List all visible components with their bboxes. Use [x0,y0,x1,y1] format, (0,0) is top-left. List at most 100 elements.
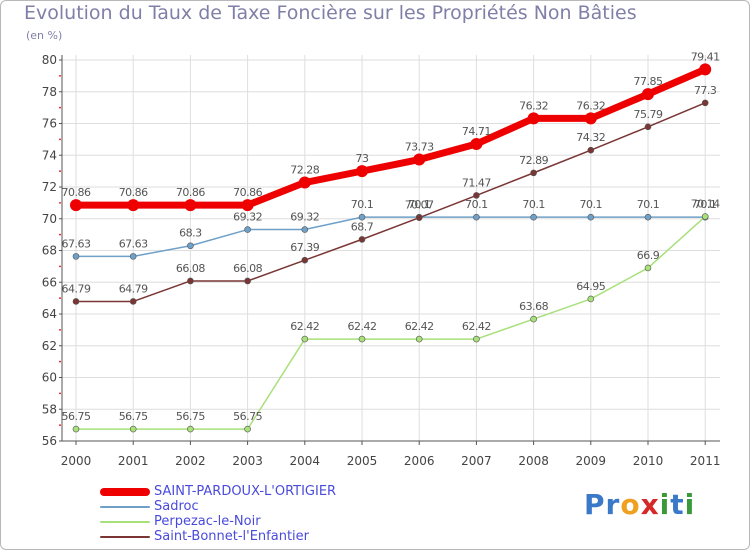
tick-label-y: 76 [42,117,57,131]
data-label: 74.71 [462,125,491,138]
chart-title: Evolution du Taux de Taxe Foncière sur l… [24,2,637,24]
logo-letter: x [640,488,660,521]
data-point [356,165,368,178]
data-point [72,425,80,433]
series-line [72,65,709,209]
logo-letter: r [605,488,621,521]
series-line [75,215,706,430]
y-axis-unit-label: (en %) [26,29,63,42]
minor-tick-y [59,138,61,141]
legend-entry: Perpezac-le-Noir [100,514,336,529]
legend-label: SAINT-PARDOUX-L'ORTIGIER [154,484,337,499]
data-label: 62.42 [348,320,377,333]
data-label: 74.32 [576,131,605,144]
data-label: 69.32 [233,211,262,224]
legend-label: Perpezac-le-Noir [154,514,261,529]
data-label: 63.68 [519,300,548,313]
data-point [129,298,137,305]
data-point [587,146,595,154]
data-label: 64.95 [576,280,605,293]
minor-tick-y [59,297,61,300]
series-line [75,216,706,258]
data-label: 70.1 [351,198,374,211]
data-label: 62.42 [405,320,434,333]
data-point [473,335,480,343]
data-point [129,253,137,260]
tick-label-x: 2000 [61,454,92,468]
minor-tick-y [59,424,61,427]
data-point [701,213,709,220]
data-label: 62.42 [290,320,319,333]
data-label: 70.1 [408,198,431,211]
tick-label-x: 2005 [347,454,378,468]
tick-label-x: 2010 [633,454,664,468]
logo-letter: i [659,488,671,521]
data-label: 70.86 [119,186,148,199]
tick-label-y: 62 [42,339,57,353]
legend-entry: Sadroc [100,499,336,514]
data-point [298,176,311,189]
tick-label-x: 2001 [118,454,149,468]
data-label: 70.14 [691,198,720,211]
proxiti-logo: Proxiti [584,488,695,521]
series-line [75,102,706,303]
data-point [72,253,80,260]
data-label: 64.79 [62,282,91,295]
minor-tick-y [59,360,61,363]
data-label: 70.86 [176,186,205,199]
data-label: 67.39 [290,241,319,254]
data-label: 68.3 [179,227,202,240]
data-label: 72.28 [290,164,319,177]
data-label: 70.1 [522,198,545,211]
tick-label-y: 80 [42,53,57,67]
minor-tick-y [59,392,61,395]
data-point [187,242,194,250]
data-point [301,335,309,343]
logo-letter: o [620,488,641,521]
data-label: 70.86 [233,186,262,199]
data-label: 56.75 [119,410,148,423]
data-label: 70.07 [405,199,434,212]
data-label: 77.85 [634,75,663,88]
data-point [584,112,597,125]
data-label: 73.73 [405,141,434,154]
data-point [70,199,82,212]
data-point [413,153,426,166]
data-label: 62.42 [462,320,491,333]
data-label: 70.1 [694,198,717,211]
data-point [470,137,483,150]
data-point [187,425,194,433]
legend-label: Saint-Bonnet-l'Enfantier [154,529,310,544]
legend-swatch [100,520,150,523]
minor-tick-y [59,265,61,268]
legend-entry: SAINT-PARDOUX-L'ORTIGIER [100,484,336,499]
data-label: 67.63 [62,237,91,250]
tick-label-y: 60 [42,371,57,385]
data-point [415,335,423,343]
data-point [642,88,654,101]
data-label: 76.32 [519,99,548,112]
data-point [644,264,652,272]
tick-label-x: 2002 [175,454,206,468]
tick-label-x: 2011 [690,454,721,468]
data-point [530,169,537,177]
chart-legend: SAINT-PARDOUX-L'ORTIGIER Sadroc Perpezac-l… [100,484,336,544]
minor-tick-y [59,233,61,236]
data-point [530,315,537,323]
minor-tick-y [59,74,61,77]
data-label: 76.32 [576,99,605,112]
data-label: 70.1 [580,198,603,211]
data-point [644,213,652,221]
legend-swatch [100,535,150,538]
tick-label-y: 74 [42,148,57,162]
legend-entry: Saint-Bonnet-l'Enfantier [100,529,336,544]
tick-label-y: 68 [42,244,57,258]
data-label: 70.1 [637,198,660,211]
data-point [301,226,309,233]
tick-label-x: 2007 [461,454,492,468]
data-point [127,199,140,212]
data-point [473,192,480,199]
data-point [241,199,254,212]
data-point [415,214,423,221]
